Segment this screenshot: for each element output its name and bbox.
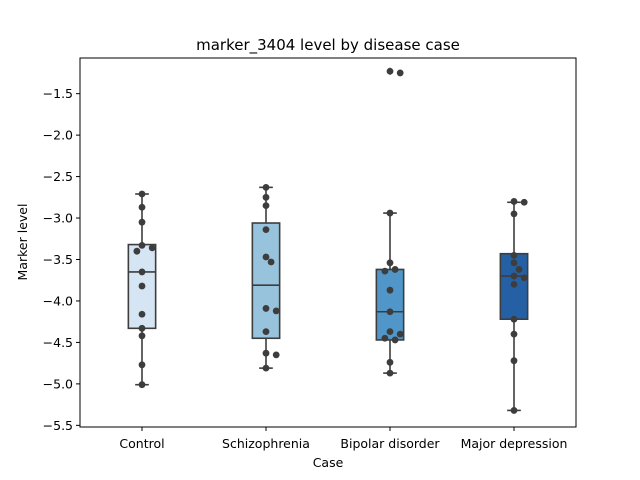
data-point — [510, 357, 518, 365]
data-point — [138, 242, 146, 249]
data-point — [396, 69, 404, 77]
data-point — [262, 349, 270, 357]
chart-title: marker_3404 level by disease case — [196, 36, 460, 55]
x-tick-label: Schizophrenia — [222, 436, 310, 451]
data-point — [138, 203, 146, 211]
data-point — [386, 67, 394, 75]
data-point — [138, 268, 146, 276]
y-tick-label: −1.5 — [43, 86, 73, 101]
data-point — [133, 247, 141, 255]
x-tick-label: Bipolar disorder — [340, 436, 440, 451]
y-tick-label: −5.5 — [43, 418, 73, 433]
box-iqr — [251, 222, 281, 340]
data-point — [262, 328, 270, 336]
data-point — [510, 315, 518, 323]
data-point — [520, 274, 528, 282]
y-tick-label: −5.0 — [43, 376, 73, 391]
data-point — [510, 280, 518, 288]
data-point — [386, 328, 394, 336]
data-point — [510, 210, 518, 218]
y-axis: −1.5 −2.0 −2.5 −3.0 −3.5 −4.0 −4.5 −5.0 −5.5 — [43, 86, 80, 433]
data-point — [510, 407, 518, 414]
data-point — [510, 259, 518, 267]
data-point — [386, 308, 394, 316]
data-point — [138, 324, 146, 332]
x-axis-label: Case — [313, 455, 344, 470]
data-point — [381, 334, 389, 342]
data-point — [138, 190, 146, 198]
y-axis-label: Marker level — [15, 204, 30, 281]
data-point — [510, 198, 518, 205]
axes-frame — [79, 57, 577, 428]
data-point — [510, 251, 518, 259]
data-point — [386, 209, 394, 217]
x-axis: Control Schizophrenia Bipolar disorder Majo… — [119, 427, 567, 451]
box-group — [251, 186, 281, 369]
data-point — [148, 244, 156, 252]
data-point — [391, 266, 399, 273]
data-point — [381, 267, 389, 275]
x-tick-label: Control — [119, 436, 164, 451]
box-iqr — [375, 268, 405, 341]
data-point — [515, 266, 523, 273]
data-point — [510, 272, 518, 280]
y-tick-label: −2.0 — [43, 128, 73, 143]
data-point — [520, 198, 528, 206]
data-point — [138, 361, 146, 369]
data-point — [138, 282, 146, 290]
data-point — [386, 259, 394, 267]
data-point — [267, 258, 275, 266]
data-point — [262, 364, 270, 372]
y-tick-label: −3.0 — [43, 211, 73, 226]
data-point — [262, 253, 270, 261]
data-point — [138, 332, 146, 340]
data-point — [510, 330, 518, 338]
data-point — [138, 310, 146, 318]
x-tick-label: Major depression — [461, 436, 568, 451]
y-tick-label: −4.0 — [43, 293, 73, 308]
data-point — [386, 369, 394, 377]
data-point — [262, 202, 270, 210]
data-point — [262, 193, 270, 201]
data-point — [262, 183, 270, 191]
y-tick-label: −3.5 — [43, 252, 73, 267]
data-point — [396, 330, 404, 338]
data-point — [138, 218, 146, 226]
data-point — [391, 336, 399, 344]
data-point — [262, 305, 270, 312]
box-group — [375, 67, 405, 374]
data-point — [138, 381, 146, 389]
y-tick-label: −4.5 — [43, 335, 73, 350]
data-point — [386, 358, 394, 366]
plot-area — [127, 67, 529, 414]
data-point — [272, 307, 280, 315]
data-point — [262, 226, 270, 234]
data-point — [386, 286, 394, 294]
data-point — [272, 351, 280, 359]
y-tick-label: −2.5 — [43, 169, 73, 184]
